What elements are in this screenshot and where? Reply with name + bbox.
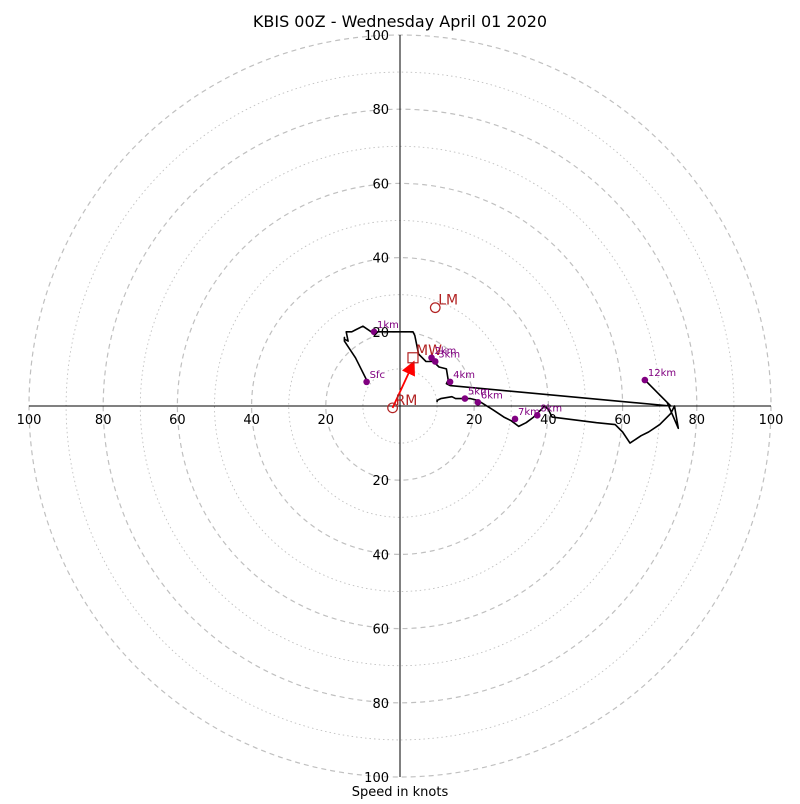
storm-motion-mw-label: MW [416,343,442,359]
storm-motion-arrow [391,360,415,409]
y-tick-down-60: 60 [372,623,389,638]
x-tick-left-60: 60 [169,413,186,428]
height-label-6km: 6km [481,390,503,401]
height-label-3km: 3km [438,349,460,360]
height-label-5km: 5km [468,387,490,398]
height-marker-5km [461,395,469,402]
height-marker-6km [474,398,482,406]
y-tick-down-40: 40 [372,548,389,563]
height-marker-3km [431,358,439,365]
storm-motion-group: LM RM MW [387,293,458,414]
chart-title: KBIS 00Z - Wednesday April 01 2020 [253,12,547,31]
y-tick-up-100: 100 [364,29,389,44]
y-tick-up-40: 40 [372,252,389,267]
height-marker-8km [533,411,541,419]
y-tick-down-100: 100 [364,771,389,786]
height-label-1km: 1km [377,320,399,331]
height-label-sfc: Sfc [370,370,385,381]
y-tick-down-20: 20 [372,474,389,489]
height-label-4km: 4km [453,370,475,381]
tick-label-group: 20 20 20 20 40 40 40 40 60 60 60 60 80 80 80 80 100 100 10… [17,29,784,786]
x-tick-left-40: 40 [243,413,260,428]
x-tick-right-80: 80 [689,413,706,428]
x-tick-left-100: 100 [17,413,42,428]
height-marker-sfc [363,378,370,386]
height-label-2km: 2km [435,346,457,357]
height-marker-4km [446,378,454,386]
storm-motion-rm-label: RM [396,393,418,409]
x-tick-left-20: 20 [318,413,335,428]
y-tick-up-20: 20 [372,326,389,341]
height-label-8km: 8km [540,403,562,414]
storm-motion-lm-marker [429,302,441,314]
height-marker-7km [511,415,519,423]
y-tick-down-80: 80 [372,697,389,712]
storm-motion-mw-marker [407,352,419,364]
x-tick-right-20: 20 [466,413,483,428]
storm-motion-rm-marker [387,402,398,414]
axes [29,35,771,777]
x-axis-label: Speed in knots [352,785,449,800]
height-marker-12km [641,376,649,384]
height-label-7km: 7km [518,407,540,418]
x-tick-left-80: 80 [95,413,112,428]
x-tick-right-100: 100 [759,413,784,428]
storm-motion-lm-label: LM [438,293,458,309]
y-tick-up-60: 60 [372,177,389,192]
height-marker-1km [370,328,378,336]
x-tick-right-40: 40 [540,413,557,428]
y-tick-up-80: 80 [372,103,389,118]
height-label-12km: 12km [648,368,676,379]
x-tick-right-60: 60 [614,413,631,428]
